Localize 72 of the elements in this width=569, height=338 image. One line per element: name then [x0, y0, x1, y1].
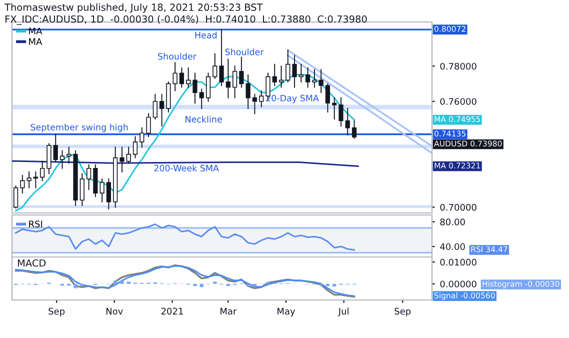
candlestick — [159, 94, 164, 127]
x-tick-label: Sep — [48, 308, 65, 316]
candlestick — [332, 97, 337, 120]
candlestick — [106, 178, 112, 210]
candlestick — [66, 146, 72, 164]
candlestick — [338, 97, 344, 127]
x-tick-label: Sep — [394, 308, 411, 316]
x-tick-label: Nov — [106, 308, 123, 315]
candlestick — [206, 72, 211, 102]
candlestick — [345, 108, 350, 136]
candlestick — [86, 164, 92, 190]
candlestick — [172, 62, 178, 92]
candlestick — [312, 69, 317, 88]
annotation: Shoulder — [158, 52, 196, 60]
candlestick — [132, 136, 138, 158]
x-tick-label: Jul — [338, 308, 348, 316]
y-tick-label: 0.70000 — [440, 204, 476, 211]
candlestick — [53, 134, 58, 162]
legend-label: RSI — [29, 220, 42, 228]
candlestick — [80, 173, 84, 206]
candlestick — [318, 69, 324, 94]
candlestick — [278, 66, 284, 88]
candlestick — [152, 94, 158, 120]
candlestick — [246, 74, 250, 109]
candlestick — [252, 94, 258, 114]
annotation: Shoulder — [225, 48, 264, 56]
candlestick — [286, 50, 290, 82]
candlestick — [186, 67, 191, 88]
candlestick — [292, 55, 297, 88]
y-tick-label: 0.76000 — [440, 98, 476, 105]
candlestick — [232, 66, 238, 98]
candlestick — [46, 143, 52, 174]
legend-label: MA — [29, 38, 42, 45]
candlestick — [140, 127, 144, 148]
candlestick — [60, 150, 65, 169]
candlestick — [259, 90, 264, 108]
candlestick — [212, 53, 218, 79]
candlestick — [100, 178, 104, 202]
y-tick-label: 0.78000 — [440, 62, 476, 70]
annotation: 200-Week SMA — [154, 164, 219, 172]
y-tick-label: 0.00000 — [440, 280, 476, 288]
candlestick — [192, 72, 198, 104]
candlestick — [298, 64, 304, 82]
y-tick-label: 0.01000 — [440, 258, 476, 266]
x-tick-label: May — [278, 308, 296, 316]
chart-title: Thomaswestw published, July 18, 2021 20:53:23 BST — [4, 3, 263, 13]
candlestick — [120, 146, 124, 172]
chart-subtitle: FX_IDC:AUDUSD, 1D -0.00030 (-0.04%) H:0.74010 L:0.73880 C:0.73980 — [6, 15, 367, 25]
annotation: Head — [195, 32, 217, 38]
candlestick — [33, 171, 38, 188]
candlestick — [272, 64, 277, 86]
candlestick — [305, 67, 310, 88]
candlestick — [239, 56, 244, 88]
annotation: Neckline — [186, 116, 222, 123]
annotation: MACD — [18, 259, 46, 267]
candlestick — [352, 120, 357, 139]
candlestick — [146, 113, 151, 138]
x-tick-label: Mar — [220, 308, 237, 315]
candlestick — [13, 186, 18, 209]
candlestick — [179, 67, 184, 88]
candlestick — [219, 29, 224, 86]
candlestick — [126, 146, 131, 164]
candlestick — [325, 83, 330, 112]
candlestick — [226, 58, 230, 98]
y-tick-label: 40.00 — [440, 243, 465, 250]
x-tick-label: 2021 — [161, 308, 183, 315]
candlestick — [40, 160, 45, 182]
candlestick — [199, 88, 204, 109]
annotation: September swing high — [30, 124, 128, 132]
candlestick — [26, 171, 32, 188]
candlestick — [20, 174, 25, 194]
y-tick-label: 80.00 — [440, 218, 465, 226]
